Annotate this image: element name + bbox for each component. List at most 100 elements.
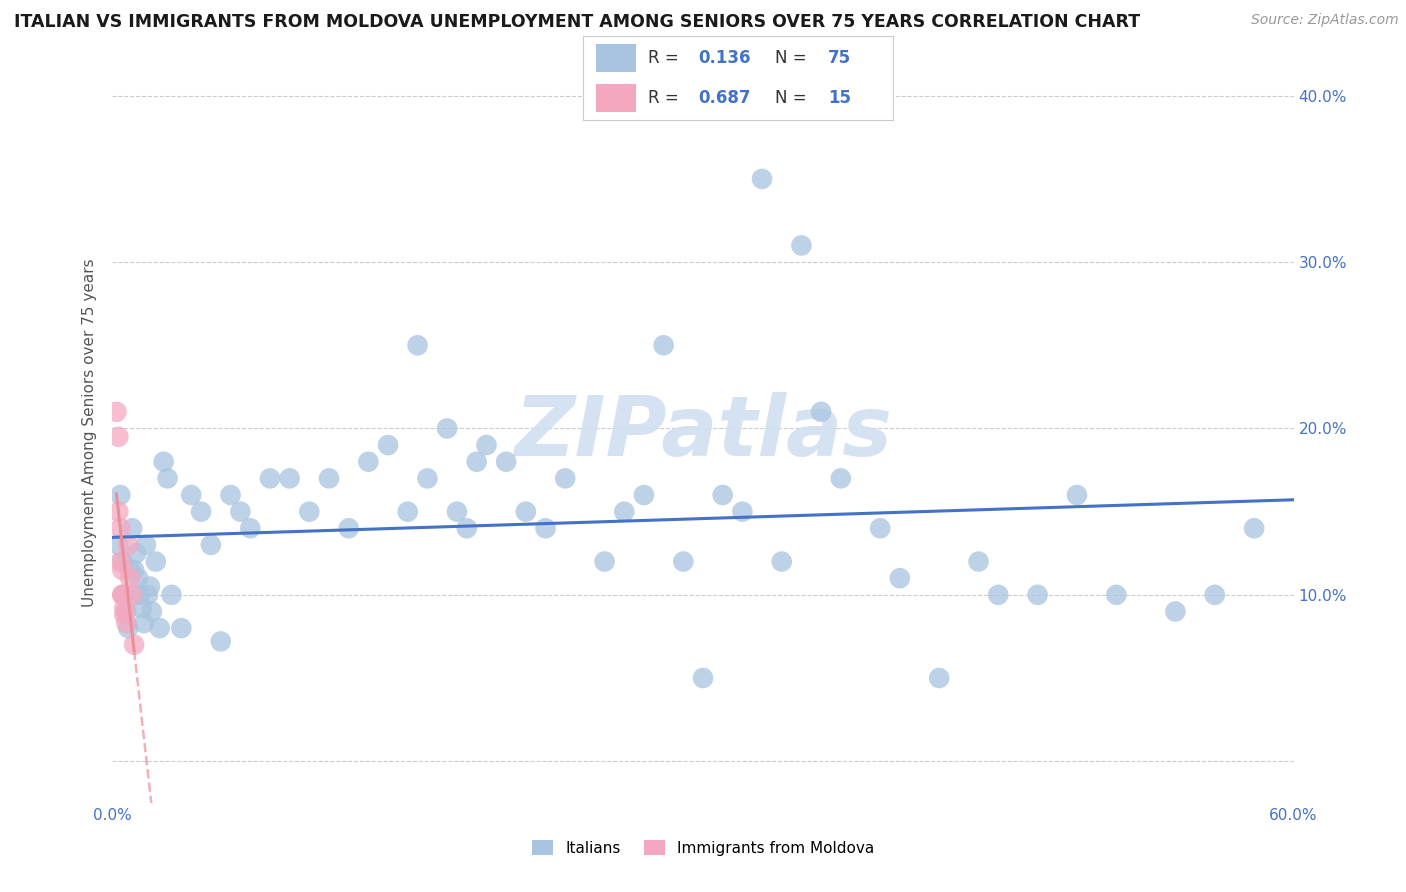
Point: [170, 621, 193, 635]
Point: [160, 588, 183, 602]
Text: ZIPatlas: ZIPatlas: [515, 392, 891, 473]
Point: [869, 521, 891, 535]
Point: [125, 546, 148, 560]
Point: [259, 471, 281, 485]
Point: [377, 438, 399, 452]
Point: [190, 505, 212, 519]
Text: 0.687: 0.687: [697, 89, 751, 107]
Point: [111, 555, 134, 569]
Point: [633, 488, 655, 502]
Point: [810, 405, 832, 419]
Point: [112, 601, 135, 615]
Point: [770, 555, 793, 569]
Point: [121, 521, 143, 535]
Point: [987, 588, 1010, 602]
Point: [475, 438, 498, 452]
Point: [117, 538, 139, 552]
Text: 75: 75: [828, 49, 851, 67]
Point: [830, 471, 852, 485]
Point: [120, 571, 142, 585]
Point: [416, 471, 439, 485]
Point: [105, 405, 128, 419]
Point: [120, 563, 142, 577]
Point: [132, 616, 155, 631]
Point: [928, 671, 950, 685]
Point: [1243, 521, 1265, 535]
Point: [672, 555, 695, 569]
Point: [139, 580, 162, 594]
Point: [337, 521, 360, 535]
Text: 15: 15: [828, 89, 851, 107]
Point: [141, 605, 163, 619]
Point: [149, 621, 172, 635]
Point: [110, 488, 132, 502]
Point: [1204, 588, 1226, 602]
Point: [152, 455, 174, 469]
Point: [131, 601, 153, 615]
Point: [357, 455, 380, 469]
Point: [122, 638, 145, 652]
Point: [396, 505, 419, 519]
Point: [711, 488, 734, 502]
Point: [889, 571, 911, 585]
Point: [1066, 488, 1088, 502]
Text: 0.136: 0.136: [697, 49, 751, 67]
Point: [107, 538, 129, 552]
Point: [112, 588, 135, 602]
Point: [136, 588, 159, 602]
Point: [209, 634, 232, 648]
Point: [121, 588, 143, 602]
Text: R =: R =: [648, 49, 685, 67]
Point: [117, 621, 139, 635]
Point: [156, 471, 179, 485]
Point: [145, 555, 167, 569]
Point: [111, 588, 134, 602]
Point: [593, 555, 616, 569]
Point: [456, 521, 478, 535]
Point: [534, 521, 557, 535]
Point: [446, 505, 468, 519]
Point: [180, 488, 202, 502]
Point: [692, 671, 714, 685]
Point: [135, 538, 157, 552]
Point: [1164, 605, 1187, 619]
Point: [127, 571, 149, 585]
Point: [112, 607, 135, 622]
Point: [107, 505, 129, 519]
Point: [652, 338, 675, 352]
Point: [731, 505, 754, 519]
Y-axis label: Unemployment Among Seniors over 75 years: Unemployment Among Seniors over 75 years: [82, 259, 97, 607]
Point: [790, 238, 813, 252]
Point: [200, 538, 222, 552]
Point: [115, 616, 138, 631]
Point: [1105, 588, 1128, 602]
Point: [967, 555, 990, 569]
Point: [129, 588, 152, 602]
Point: [465, 455, 488, 469]
Point: [115, 605, 138, 619]
Text: Source: ZipAtlas.com: Source: ZipAtlas.com: [1251, 13, 1399, 28]
Text: N =: N =: [775, 89, 813, 107]
Legend: Italians, Immigrants from Moldova: Italians, Immigrants from Moldova: [526, 834, 880, 862]
Point: [298, 505, 321, 519]
Point: [111, 588, 134, 602]
FancyBboxPatch shape: [596, 45, 636, 72]
Point: [219, 488, 242, 502]
Point: [406, 338, 429, 352]
Point: [495, 455, 517, 469]
Point: [111, 563, 134, 577]
Point: [515, 505, 537, 519]
Point: [107, 430, 129, 444]
Point: [122, 563, 145, 577]
Point: [110, 555, 132, 569]
Point: [436, 421, 458, 435]
Point: [751, 172, 773, 186]
Point: [613, 505, 636, 519]
Point: [229, 505, 252, 519]
Point: [554, 471, 576, 485]
Text: N =: N =: [775, 49, 813, 67]
Point: [278, 471, 301, 485]
Point: [239, 521, 262, 535]
Point: [1026, 588, 1049, 602]
Text: R =: R =: [648, 89, 685, 107]
